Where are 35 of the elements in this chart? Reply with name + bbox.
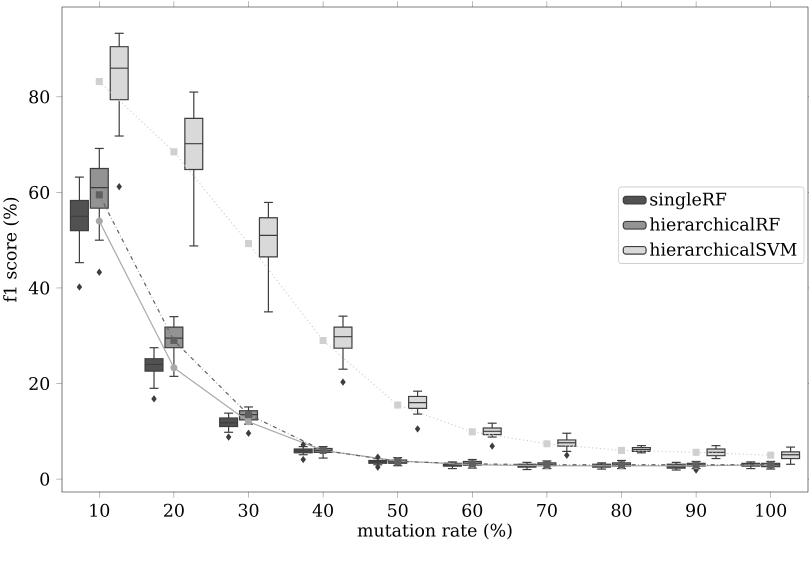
x-tick-label: 100: [756, 504, 786, 517]
point: [320, 336, 327, 344]
point: [244, 411, 252, 418]
y-tick-label: 40: [28, 281, 50, 295]
point: [618, 446, 626, 454]
x-tick-label: 90: [686, 504, 706, 517]
x-tick-label: 30: [238, 504, 258, 517]
x-axis-title: mutation rate (%): [358, 523, 512, 540]
point: [394, 402, 402, 409]
x-tick-label: 60: [462, 504, 482, 517]
y-tick-label: 20: [29, 376, 50, 390]
x-tick-label: 40: [312, 504, 333, 517]
point: [96, 191, 103, 198]
point: [543, 440, 550, 448]
point: [170, 148, 178, 156]
x-tick-label: 70: [537, 504, 557, 517]
x-tick-label: 80: [612, 504, 632, 517]
point: [767, 452, 774, 459]
y-tick-label: 60: [29, 186, 50, 199]
point: [692, 448, 700, 456]
legend-label: singleRF: [650, 192, 726, 210]
x-tick-label: 10: [90, 504, 110, 517]
legend-label: hierarchicalSVM: [650, 242, 796, 256]
point: [468, 428, 476, 436]
point: [96, 218, 103, 225]
point: [96, 78, 103, 86]
y-tick-label: 80: [29, 90, 50, 104]
point: [244, 418, 252, 426]
y-tick-label: 0: [40, 472, 50, 486]
point: [170, 364, 178, 372]
x-tick-label: 50: [388, 504, 408, 517]
x-tick-label: 20: [164, 504, 184, 517]
point: [244, 240, 252, 248]
legend-label: hierarchicalRF: [650, 217, 780, 231]
y-axis-title: f1 score (%): [3, 198, 20, 302]
